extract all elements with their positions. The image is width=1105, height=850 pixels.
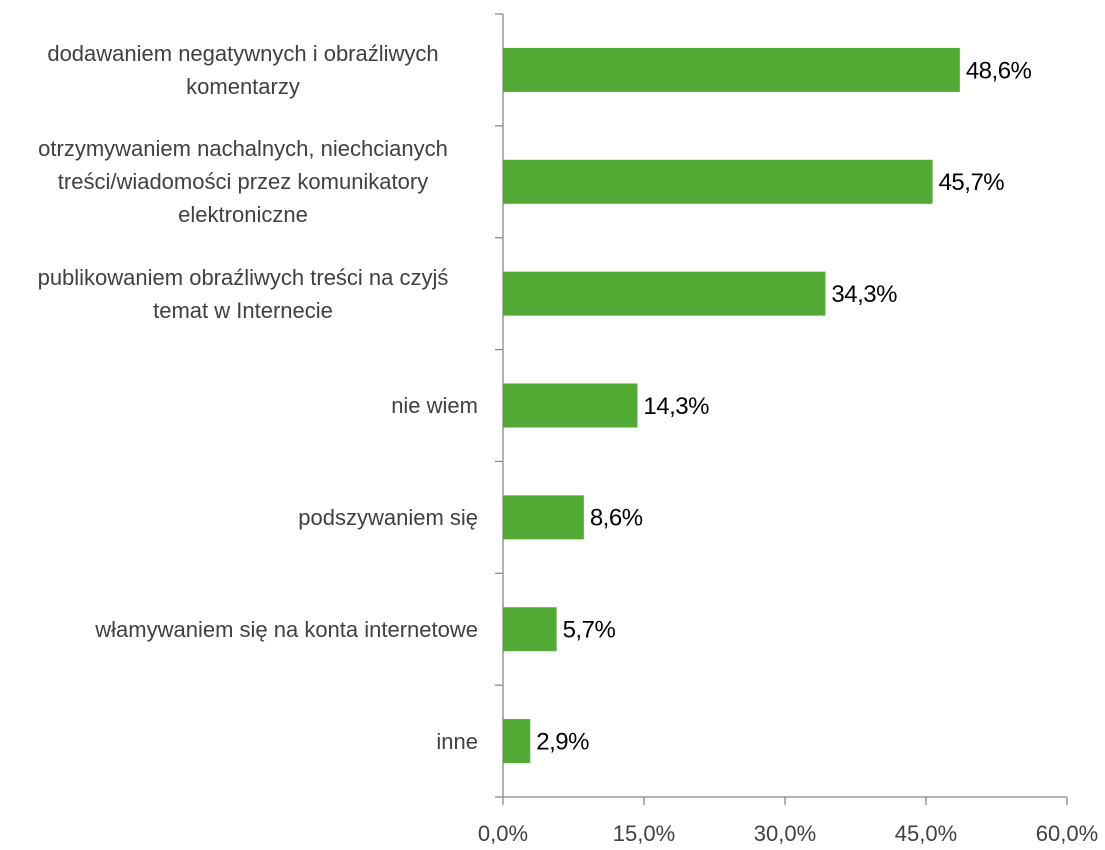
x-tick-label: 0,0% bbox=[478, 821, 528, 846]
category-label: podszywaniem się bbox=[298, 504, 478, 530]
category-label-box: dodawaniem negatywnych i obraźliwych kom… bbox=[0, 10, 478, 130]
value-label: 45,7% bbox=[939, 169, 1005, 196]
value-label: 48,6% bbox=[966, 57, 1032, 84]
bar bbox=[503, 495, 584, 540]
x-tick-label: 15,0% bbox=[613, 821, 675, 846]
category-label-box: publikowaniem obraźliwych treści na czyj… bbox=[0, 234, 478, 354]
category-label-box: włamywaniem się na konta internetowe bbox=[0, 569, 478, 689]
value-label: 8,6% bbox=[590, 505, 643, 532]
bar bbox=[503, 383, 638, 428]
x-tick-label: 45,0% bbox=[895, 821, 957, 846]
x-tick-label: 30,0% bbox=[754, 821, 816, 846]
value-label: 14,3% bbox=[643, 393, 709, 420]
category-label-box: inne bbox=[0, 681, 478, 801]
category-label: inne bbox=[436, 728, 478, 754]
value-label: 2,9% bbox=[536, 728, 589, 755]
bar bbox=[503, 47, 960, 92]
category-label-box: podszywaniem się bbox=[0, 457, 478, 577]
category-label: włamywaniem się na konta internetowe bbox=[95, 616, 478, 642]
value-label: 34,3% bbox=[831, 281, 897, 308]
category-label: publikowaniem obraźliwych treści na czyj… bbox=[37, 264, 449, 323]
category-label: otrzymywaniem nachalnych, niechcianych t… bbox=[38, 136, 448, 228]
category-label: dodawaniem negatywnych i obraźliwych kom… bbox=[47, 40, 439, 99]
bar bbox=[503, 159, 933, 204]
category-label: nie wiem bbox=[391, 393, 478, 418]
bar bbox=[503, 607, 557, 652]
category-label-box: nie wiem bbox=[0, 346, 478, 466]
value-label: 5,7% bbox=[563, 617, 616, 644]
bar bbox=[503, 719, 531, 764]
category-label-box: otrzymywaniem nachalnych, niechcianych t… bbox=[0, 122, 478, 242]
x-tick-label: 60,0% bbox=[1036, 821, 1098, 846]
bar bbox=[503, 271, 826, 316]
